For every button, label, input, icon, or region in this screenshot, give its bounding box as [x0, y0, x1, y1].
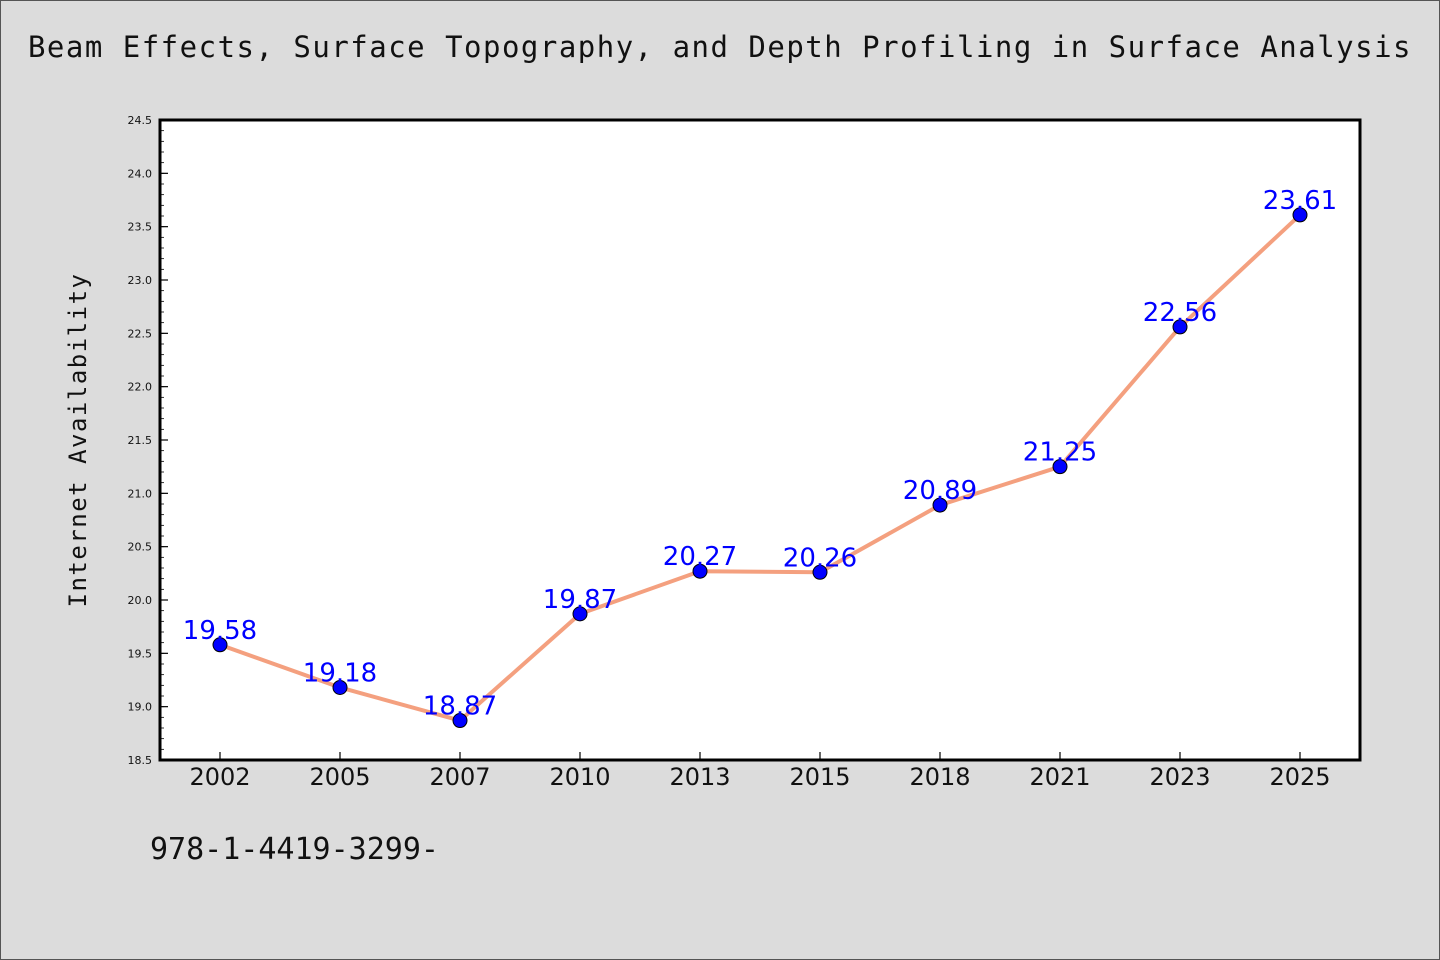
x-tick-label: 2010 [549, 763, 610, 791]
data-label: 23.61 [1263, 186, 1337, 216]
x-tick-label: 2015 [789, 763, 850, 791]
y-tick-label: 19.0 [128, 701, 153, 714]
data-point [572, 606, 588, 622]
y-axis: 18.5 19.0 19.5 20.0 20.5 21.0 21.5 22.0 22.5 23.0… [128, 114, 168, 767]
x-tick-label: 2025 [1269, 763, 1330, 791]
data-point [812, 564, 828, 580]
x-tick-label: 2018 [909, 763, 970, 791]
y-tick-label: 20.5 [128, 541, 153, 554]
data-point [452, 713, 468, 729]
y-tick-label: 24.0 [128, 167, 153, 180]
x-tick-label: 2013 [669, 763, 730, 791]
data-label: 19.87 [543, 585, 617, 615]
data-point [332, 679, 348, 695]
data-point [692, 563, 708, 579]
data-label: 20.89 [903, 476, 977, 506]
data-point [1052, 459, 1068, 475]
data-point [212, 637, 228, 653]
y-axis-label: Internet Availability [64, 273, 92, 608]
data-point [1292, 207, 1308, 223]
data-point [932, 497, 948, 513]
data-label: 20.27 [663, 542, 737, 572]
y-tick-label: 21.0 [128, 487, 153, 500]
y-tick-label: 18.5 [128, 754, 153, 767]
data-label: 19.18 [303, 658, 377, 688]
x-tick-label: 2021 [1029, 763, 1090, 791]
series-group: 19.58 19.18 18.87 19.87 20.27 20.26 20.89 21.25… [183, 186, 1337, 729]
footer-code: 978-1-4419-3299- [150, 832, 439, 867]
y-tick-label: 21.5 [128, 434, 153, 447]
y-tick-label: 24.5 [128, 114, 153, 127]
data-label: 18.87 [423, 692, 497, 722]
data-label: 22.56 [1143, 298, 1217, 328]
x-tick-label: 2005 [309, 763, 370, 791]
x-tick-label: 2007 [429, 763, 490, 791]
chart-title: Beam Effects, Surface Topography, and De… [27, 30, 1413, 64]
plot-area [158, 118, 1362, 762]
y-tick-label: 22.0 [128, 381, 153, 394]
data-point [1172, 319, 1188, 335]
y-tick-label: 20.0 [128, 594, 153, 607]
y-tick-label: 23.0 [128, 274, 153, 287]
data-label: 20.26 [783, 543, 857, 573]
y-tick-label: 23.5 [128, 221, 153, 234]
y-tick-label: 19.5 [128, 647, 153, 660]
x-tick-label: 2023 [1149, 763, 1210, 791]
data-label: 21.25 [1023, 438, 1097, 468]
data-label: 19.58 [183, 616, 257, 646]
y-tick-label: 22.5 [128, 327, 153, 340]
series-line [219, 213, 1302, 723]
x-tick-label: 2002 [189, 763, 250, 791]
x-axis: 2002 2005 2007 2010 2013 2015 2018 2021 2023 2025 [189, 752, 1331, 791]
